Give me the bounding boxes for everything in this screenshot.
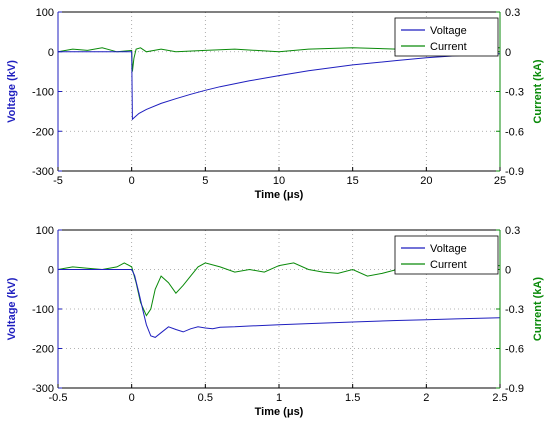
x-axis-label: Time (μs)	[255, 406, 304, 418]
series-group	[58, 47, 500, 121]
y-right-tick-label: -0.3	[505, 87, 524, 99]
x-tick-label: 5	[202, 175, 208, 187]
y-left-tick-label: -300	[32, 383, 54, 395]
x-tick-label: 2	[423, 392, 429, 404]
y-axis-label-right: Current (kA)	[532, 277, 544, 342]
y-right-tick-label: -0.9	[505, 383, 524, 395]
legend-box	[394, 17, 499, 57]
y-axis-label-left: Voltage (kV)	[6, 277, 18, 340]
y-left-tick-label: 100	[36, 225, 54, 237]
legend-label-voltage: Voltage	[430, 243, 467, 255]
y-left-tick-label: 0	[48, 47, 54, 59]
legend-label-voltage: Voltage	[430, 25, 467, 37]
series-line-current	[58, 262, 500, 317]
y-right-tick-label: -0.6	[505, 126, 524, 138]
y-right-tick-label: -0.6	[505, 344, 524, 356]
x-tick-label: 15	[347, 175, 359, 187]
series-line-voltage	[58, 269, 500, 338]
legend-box	[394, 235, 499, 275]
x-tick-label: -5	[53, 175, 63, 187]
y-left-tick-label: -100	[32, 87, 54, 99]
legend: Voltage Current	[394, 235, 499, 275]
y-left-tick-label: 0	[48, 265, 54, 277]
y-right-tick-label: 0	[505, 47, 511, 59]
x-tick-label: 20	[420, 175, 432, 187]
legend-label-current: Current	[430, 259, 467, 271]
legend-label-current: Current	[430, 41, 467, 53]
x-tick-label: 2.5	[492, 392, 507, 404]
y-left-tick-label: -200	[32, 344, 54, 356]
series-line-voltage	[58, 51, 500, 121]
y-right-tick-label: 0	[505, 265, 511, 277]
x-tick-label: -0.5	[49, 392, 68, 404]
x-tick-label: 0	[129, 392, 135, 404]
chart-top: -5 0 5 10 15 20 25 100 0 -100 -200 -300 0.3 0 -0.3 -0.6…	[6, 7, 544, 201]
y-axis-label-left: Voltage (kV)	[6, 60, 18, 123]
x-axis-label: Time (μs)	[255, 189, 304, 201]
x-tick-label: 0	[129, 175, 135, 187]
x-tick-label: 10	[273, 175, 285, 187]
y-left-tick-label: 100	[36, 7, 54, 19]
x-tick-label: 0.5	[198, 392, 213, 404]
series-group	[58, 262, 500, 338]
y-right-tick-label: 0.3	[505, 225, 520, 237]
x-tick-label: 1.5	[345, 392, 360, 404]
y-right-tick-label: -0.3	[505, 304, 524, 316]
x-tick-label: 25	[494, 175, 506, 187]
y-right-tick-label: 0.3	[505, 7, 520, 19]
y-left-tick-label: -300	[32, 166, 54, 178]
x-tick-label: 1	[276, 392, 282, 404]
series-line-current	[58, 47, 500, 72]
y-right-tick-label: -0.9	[505, 166, 524, 178]
legend: Voltage Current	[394, 17, 499, 57]
y-axis-label-right: Current (kA)	[532, 59, 544, 124]
chart-bottom: -0.5 0 0.5 1 1.5 2 2.5 100 0 -100 -200 -300 0.3 0 -0.3…	[6, 225, 544, 418]
y-left-tick-label: -200	[32, 126, 54, 138]
y-left-tick-label: -100	[32, 304, 54, 316]
